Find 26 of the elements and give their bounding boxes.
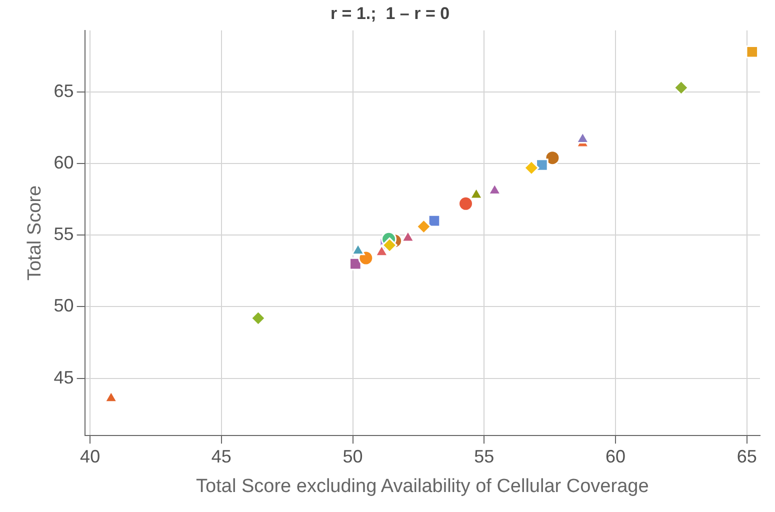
point bbox=[428, 214, 441, 228]
point bbox=[746, 45, 759, 58]
point bbox=[250, 310, 266, 326]
y-axis-title: Total Score bbox=[24, 185, 46, 281]
point bbox=[351, 243, 365, 256]
y-tick-label: 55 bbox=[54, 224, 74, 244]
x-tick-label: 65 bbox=[736, 446, 757, 466]
point bbox=[673, 80, 689, 96]
x-axis-title: Total Score excluding Availability of Cellular Coverage bbox=[196, 476, 649, 497]
point bbox=[544, 150, 560, 166]
y-tick-label: 60 bbox=[54, 152, 74, 173]
x-tick-label: 50 bbox=[342, 446, 363, 466]
x-tick-label: 60 bbox=[605, 446, 626, 466]
y-tick-label: 50 bbox=[54, 296, 74, 316]
x-tick-label: 45 bbox=[211, 446, 232, 466]
point bbox=[524, 160, 540, 176]
point bbox=[382, 237, 398, 253]
point bbox=[536, 158, 548, 172]
x-tick-label: 40 bbox=[80, 446, 100, 466]
y-tick-label: 45 bbox=[54, 367, 74, 388]
x-tick-label: 55 bbox=[474, 446, 494, 466]
point bbox=[458, 196, 474, 212]
point bbox=[358, 250, 374, 266]
point bbox=[416, 218, 432, 234]
chart-title: r = 1.; 1 – r = 0 bbox=[330, 4, 450, 23]
y-tick-label: 65 bbox=[54, 80, 74, 101]
